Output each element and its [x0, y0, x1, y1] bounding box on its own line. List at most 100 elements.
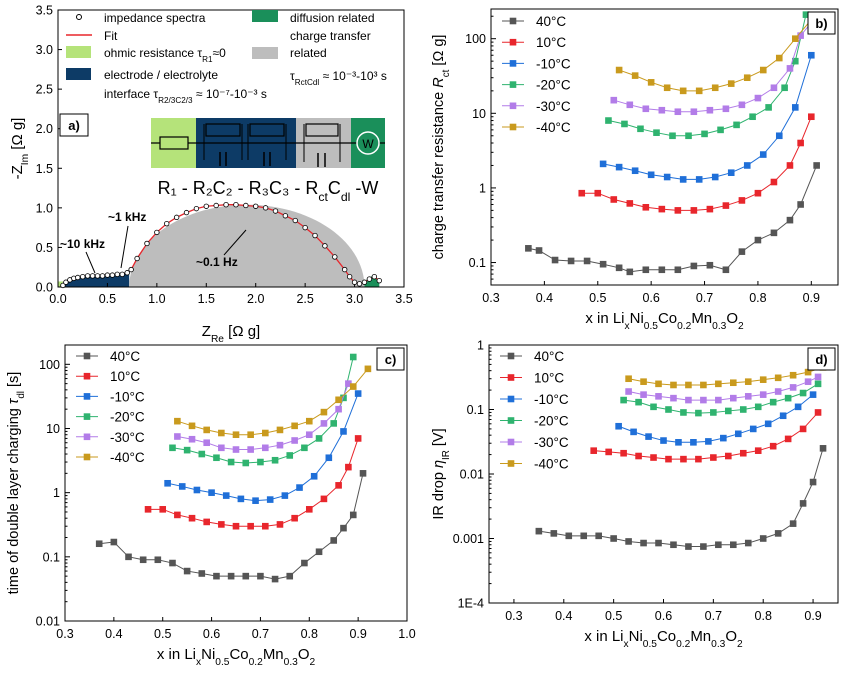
legend-swatch — [66, 68, 91, 80]
y-tick-label: 1 — [479, 181, 486, 195]
data-point — [715, 380, 722, 388]
data-point — [669, 132, 676, 140]
x-tick-label: 0.5 — [605, 609, 622, 623]
data-point — [183, 446, 191, 454]
spectra-point — [302, 224, 308, 231]
legend-marker — [509, 81, 517, 88]
data-point — [791, 57, 799, 65]
legend-label: 10°C — [534, 371, 564, 386]
x-axis-label: x in LixNi0.5Co0.2Mn0.3O2 — [157, 646, 316, 668]
data-point — [247, 431, 254, 439]
series--30°C — [625, 373, 822, 404]
data-point — [218, 444, 225, 452]
data-point — [174, 433, 181, 440]
x-tick-label: 0.7 — [252, 627, 269, 641]
data-point — [797, 32, 804, 39]
data-point — [349, 511, 357, 519]
resistor-icon — [205, 123, 241, 137]
data-point — [685, 381, 692, 389]
panel-tag: d) — [815, 352, 827, 367]
legend-marker — [509, 60, 517, 67]
data-point — [685, 132, 692, 140]
y-tick-label: 1.0 — [36, 201, 53, 215]
data-point — [286, 452, 294, 459]
spectra-point — [94, 273, 101, 279]
annotation-0p1hz: ~0.1 Hz — [196, 255, 238, 269]
data-point — [789, 371, 797, 379]
data-point — [784, 435, 792, 443]
data-point — [301, 444, 308, 452]
x-tick-label: 0.8 — [755, 609, 772, 623]
spectra-point — [104, 272, 111, 278]
legend-label: 10°C — [536, 35, 566, 50]
data-point — [567, 257, 575, 265]
x-tick-label: 0.0 — [49, 292, 66, 306]
data-point — [620, 396, 627, 404]
y-tick-label: 100 — [465, 32, 486, 46]
legend-label: -30°C — [536, 99, 571, 114]
data-point — [139, 556, 147, 564]
data-point — [320, 408, 328, 416]
data-point — [642, 105, 650, 113]
data-point — [330, 420, 338, 427]
legend-label: Fit — [104, 29, 118, 43]
legend-swatch — [66, 46, 91, 58]
data-point — [727, 80, 735, 87]
data-point — [213, 572, 220, 580]
data-point — [794, 403, 802, 411]
panel-tag-box — [376, 347, 405, 371]
legend-label: -30°C — [110, 430, 145, 445]
data-point — [663, 84, 671, 92]
data-point — [637, 125, 644, 133]
data-point — [705, 438, 712, 445]
spectra-point — [60, 282, 66, 289]
data-point — [749, 113, 756, 121]
data-point — [320, 495, 328, 503]
y-tick-label: 10 — [46, 422, 60, 436]
warburg-label: W — [362, 137, 374, 151]
data-point — [262, 522, 269, 530]
data-point — [626, 200, 634, 207]
data-point — [252, 497, 259, 504]
data-point — [262, 429, 269, 437]
data-point — [595, 532, 602, 540]
data-point — [690, 262, 698, 270]
data-point — [670, 381, 677, 389]
legend-marker — [509, 17, 517, 25]
data-point — [759, 376, 767, 383]
region-ohmic — [58, 281, 63, 287]
data-point — [722, 266, 730, 274]
data-point — [786, 65, 794, 72]
data-point — [679, 87, 687, 95]
data-point — [809, 391, 817, 398]
data-point — [819, 445, 827, 452]
data-point — [789, 384, 797, 391]
series--40°C — [174, 365, 372, 439]
panel-tag: a) — [68, 118, 80, 133]
data-point — [665, 406, 672, 413]
x-tick-label: 0.7 — [705, 609, 722, 623]
data-point — [615, 163, 623, 171]
x-tick-label: 2.0 — [247, 292, 264, 306]
y-tick-label: 1E-4 — [458, 597, 484, 611]
data-point — [658, 266, 666, 274]
data-point — [578, 189, 586, 197]
data-point — [535, 247, 543, 254]
data-point — [551, 256, 559, 264]
data-point — [169, 444, 176, 452]
data-point — [754, 403, 762, 411]
data-point — [715, 396, 722, 404]
x-tick-label: 1.5 — [198, 292, 215, 306]
data-point — [674, 108, 682, 116]
data-point — [364, 365, 372, 373]
circuit-diagram: W R₁ - R₂C₂ - R₃C₃ - RctCdl -W — [151, 118, 385, 204]
data-point — [799, 425, 807, 433]
panel-d: 0.3 0.4 0.5 0.6 0.7 0.8 0.9 1E-4 0.001 0.01 0.1 1 40… — [431, 339, 839, 650]
spectra-point — [119, 271, 125, 278]
data-point — [769, 398, 777, 406]
spectra-point — [371, 274, 378, 280]
x-tick-label: 0.6 — [655, 609, 672, 623]
data-point — [525, 245, 532, 252]
legend-marker — [509, 123, 517, 131]
x-tick-label: 0.3 — [482, 291, 499, 305]
